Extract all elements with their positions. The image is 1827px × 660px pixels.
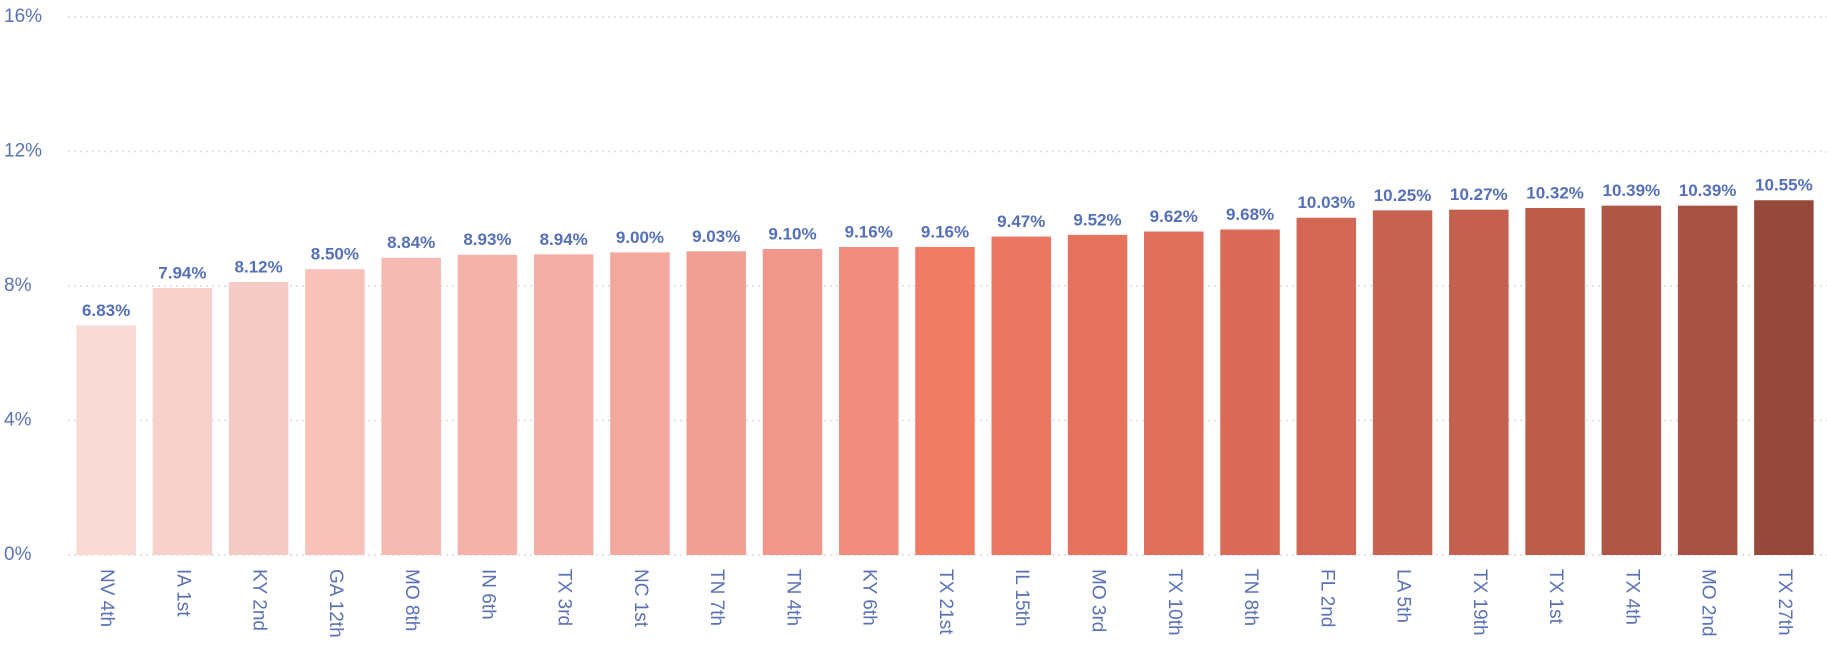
x-tick-label: TX 3rd — [554, 569, 575, 626]
y-tick-label: 0% — [4, 544, 32, 565]
x-tick-label: MO 2nd — [1698, 569, 1719, 637]
x-tick-label: TX 19th — [1469, 569, 1490, 636]
data-label: 10.32% — [1526, 183, 1584, 202]
bar — [1372, 210, 1433, 555]
data-label: 10.03% — [1297, 193, 1355, 212]
data-label: 9.10% — [768, 224, 816, 243]
bar — [152, 288, 213, 555]
data-label: 10.39% — [1603, 181, 1661, 200]
bar — [1601, 205, 1662, 556]
bar — [686, 251, 746, 555]
bar — [228, 281, 289, 555]
x-tick-label: GA 12th — [325, 569, 346, 638]
x-tick-label: TN 8th — [1240, 569, 1261, 626]
bar — [76, 325, 136, 555]
data-label: 10.39% — [1679, 181, 1737, 200]
x-tick-label: NV 4th — [96, 569, 117, 627]
data-label: 9.03% — [692, 227, 740, 246]
data-label: 9.16% — [845, 222, 893, 241]
x-tick-label: TX 10th — [1164, 569, 1185, 636]
bar — [457, 254, 518, 555]
bar — [1296, 217, 1357, 555]
data-label: 8.94% — [540, 230, 588, 249]
x-tick-label: TX 1st — [1545, 569, 1566, 625]
data-label: 9.00% — [616, 228, 664, 247]
x-tick-label: LA 5th — [1393, 569, 1414, 623]
x-tick-label: IL 15th — [1011, 569, 1032, 626]
bar — [610, 252, 670, 555]
bar — [1067, 234, 1128, 555]
bar — [1677, 205, 1738, 556]
x-tick-label: TN 7th — [706, 569, 727, 626]
x-tick-label: TX 21st — [935, 569, 956, 635]
bar — [991, 236, 1052, 556]
data-label: 10.25% — [1374, 186, 1432, 205]
data-label: 9.52% — [1073, 210, 1121, 229]
data-label: 8.84% — [387, 233, 435, 252]
x-tick-label: MO 3rd — [1088, 569, 1109, 632]
bar — [1220, 229, 1280, 555]
bar — [533, 254, 594, 555]
bar — [1754, 200, 1814, 555]
y-tick-label: 4% — [4, 410, 32, 431]
x-tick-label: IN 6th — [477, 569, 498, 620]
x-tick-label: FL 2nd — [1316, 569, 1337, 627]
bar — [305, 269, 365, 555]
x-tick-label: IA 1st — [172, 569, 193, 617]
data-label: 8.93% — [463, 230, 511, 249]
bar — [838, 246, 899, 555]
data-label: 10.27% — [1450, 185, 1508, 204]
bar — [762, 249, 823, 555]
bar — [1449, 209, 1509, 555]
x-tick-label: KY 2nd — [249, 569, 270, 631]
data-label: 9.16% — [921, 222, 969, 241]
x-tick-label: TX 27th — [1774, 569, 1795, 636]
data-label: 9.62% — [1150, 207, 1198, 226]
data-label: 8.12% — [235, 257, 283, 276]
x-tick-label: MO 8th — [401, 569, 422, 631]
y-tick-label: 8% — [4, 275, 32, 296]
data-label: 7.94% — [158, 264, 206, 283]
y-tick-label: 12% — [4, 141, 42, 162]
bar — [1144, 231, 1204, 555]
bar — [381, 257, 441, 555]
x-tick-label: TN 4th — [782, 569, 803, 626]
y-tick-label: 16% — [4, 6, 42, 27]
bar — [1525, 207, 1585, 556]
data-label: 9.47% — [997, 212, 1045, 231]
x-tick-label: NC 1st — [630, 569, 651, 628]
data-label: 9.68% — [1226, 205, 1274, 224]
bar — [915, 246, 975, 555]
x-tick-label: KY 6th — [859, 569, 880, 626]
x-tick-label: TX 4th — [1621, 569, 1642, 625]
data-label: 10.55% — [1755, 176, 1813, 195]
data-label: 8.50% — [311, 245, 359, 264]
data-label: 6.83% — [82, 301, 130, 320]
